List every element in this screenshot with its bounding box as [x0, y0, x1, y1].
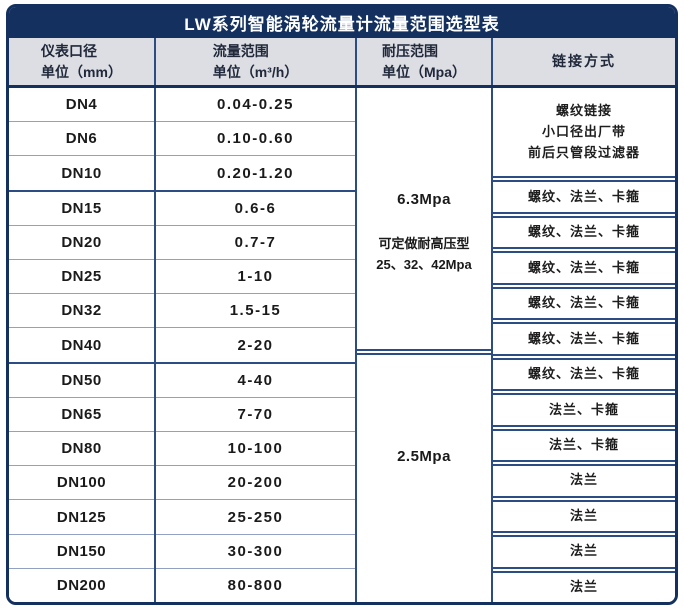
connection-lines: 法兰、卡箍 — [549, 400, 619, 421]
flow-range-cell: 2-20 — [156, 328, 355, 364]
diameter-cell: DN20 — [9, 226, 154, 261]
connection-line: 螺纹、法兰、卡箍 — [527, 259, 640, 275]
flow-range-cell: 7-70 — [156, 398, 355, 433]
diameter-cell: DN100 — [9, 466, 154, 501]
connection-line: 螺纹、法兰、卡箍 — [527, 330, 640, 346]
connection-line: 螺纹链接 — [555, 103, 612, 118]
header-connection: 链接方式 — [493, 38, 675, 85]
column-diameter: DN4 DN6 DN10 DN15 DN20 DN25 DN32 DN40 DN50 DN65 DN… — [9, 88, 156, 602]
flow-range-cell: 10-100 — [156, 432, 355, 467]
diameter-cell: DN50 — [9, 364, 154, 398]
flow-range-cell: 1-10 — [156, 260, 355, 295]
header-line: 流量范围 — [212, 42, 269, 59]
connection-lines: 法兰、卡箍 — [549, 435, 619, 456]
diameter-cell: DN40 — [9, 328, 154, 364]
column-flow-range: 0.04-0.25 0.10-0.60 0.20-1.20 0.6-6 0.7-7 1-1… — [156, 88, 357, 602]
connection-line: 法兰 — [569, 578, 598, 594]
header-line: 单位（m³/h） — [212, 63, 299, 80]
diameter-cell: DN32 — [9, 294, 154, 329]
connection-cell: 螺纹、法兰、卡箍 — [493, 322, 675, 356]
connection-line: 法兰、卡箍 — [548, 401, 619, 417]
connection-cell: 螺纹、法兰、卡箍 — [493, 251, 675, 285]
flow-range-cell: 30-300 — [156, 535, 355, 569]
connection-cell: 法兰 — [493, 499, 675, 534]
table-header-row: 仪表口径单位（mm） 流量范围单位（m³/h） 耐压范围单位（Mpa） 链接方式 — [9, 38, 675, 88]
flow-range-cell: 4-40 — [156, 364, 355, 398]
connection-line: 小口径出厂带 — [541, 123, 626, 139]
diameter-cell: DN150 — [9, 535, 154, 569]
connection-lines: 法兰 — [570, 506, 598, 527]
connection-line: 法兰 — [569, 507, 598, 523]
diameter-cell: DN10 — [9, 156, 154, 192]
header-flow-range: 流量范围单位（m³/h） — [156, 38, 357, 85]
connection-line: 螺纹、法兰、卡箍 — [527, 188, 640, 204]
connection-cell: 法兰 — [493, 570, 675, 602]
flow-range-cell: 0.10-0.60 — [156, 122, 355, 157]
table-body: DN4 DN6 DN10 DN15 DN20 DN25 DN32 DN40 DN50 DN65 DN… — [9, 88, 675, 602]
connection-line: 前后只管段过滤器 — [527, 144, 640, 160]
connection-lines: 螺纹、法兰、卡箍 — [528, 364, 640, 385]
connection-lines: 螺纹、法兰、卡箍 — [528, 187, 640, 208]
diameter-cell: DN25 — [9, 260, 154, 295]
flow-range-cell: 25-250 — [156, 500, 355, 535]
diameter-cell: DN65 — [9, 398, 154, 433]
connection-lines: 法兰 — [570, 577, 598, 598]
connection-cell: 螺纹、法兰、卡箍 — [493, 357, 675, 392]
connection-line: 螺纹、法兰、卡箍 — [527, 366, 640, 382]
header-line: 仪表口径 — [41, 42, 98, 59]
flow-range-cell: 80-800 — [227, 576, 284, 594]
connection-lines: 法兰 — [570, 541, 598, 562]
connection-cell: 法兰 — [493, 535, 675, 569]
connection-cell: 螺纹、法兰、卡箍 — [493, 286, 675, 321]
flow-range-cell: 0.6-6 — [156, 192, 355, 226]
pressure-note-line: 可定做耐高压型 — [378, 236, 470, 252]
pressure-note-line: 25、32、42Mpa — [376, 257, 472, 273]
connection-lines: 螺纹、法兰、卡箍 — [528, 222, 640, 243]
flowmeter-selection-table: LW系列智能涡轮流量计流量范围选型表 仪表口径单位（mm） 流量范围单位（m³/… — [6, 4, 678, 605]
pressure-note: 可定做耐高压型 25、32、42Mpa — [376, 234, 471, 276]
diameter-cell: DN4 — [9, 88, 154, 123]
pressure-value: 2.5Mpa — [397, 448, 451, 466]
pressure-value: 6.3Mpa — [397, 191, 451, 209]
header-pressure-range: 耐压范围单位（Mpa） — [357, 38, 493, 85]
diameter-cell: DN15 — [9, 192, 154, 226]
connection-lines: 法兰 — [570, 470, 598, 491]
header-line: 单位（Mpa） — [382, 63, 466, 80]
column-pressure-range: 6.3Mpa 可定做耐高压型 25、32、42Mpa 2.5Mpa — [357, 88, 493, 602]
table-title: LW系列智能涡轮流量计流量范围选型表 — [9, 7, 675, 38]
diameter-cell: DN6 — [9, 122, 154, 157]
diameter-cell: DN125 — [9, 500, 154, 535]
pressure-box-gap — [357, 351, 491, 354]
diameter-cell: DN80 — [9, 432, 154, 467]
flow-range-cell: 0.20-1.20 — [156, 156, 355, 192]
connection-cell: 螺纹、法兰、卡箍 — [493, 215, 675, 250]
connection-lines: 螺纹、法兰、卡箍 — [528, 293, 640, 314]
connection-cell: 螺纹链接小口径出厂带 前后只管段过滤器 — [493, 88, 675, 179]
header-line: 单位（mm） — [41, 63, 122, 80]
pressure-cell: 2.5Mpa — [357, 353, 491, 602]
flow-range-cell: 0.04-0.25 — [156, 88, 355, 123]
connection-line: 法兰、卡箍 — [548, 437, 619, 453]
connection-cell: 法兰、卡箍 — [493, 393, 675, 427]
header-diameter: 仪表口径单位（mm） — [9, 38, 156, 85]
connection-lines: 螺纹、法兰、卡箍 — [528, 258, 640, 279]
connection-cell: 法兰、卡箍 — [493, 428, 675, 463]
connection-line: 法兰 — [569, 543, 598, 559]
connection-cell: 法兰 — [493, 464, 675, 498]
pressure-cell: 6.3Mpa 可定做耐高压型 25、32、42Mpa — [357, 88, 491, 352]
connection-line: 法兰 — [569, 472, 598, 488]
flow-range-cell: 0.7-7 — [156, 226, 355, 261]
connection-lines: 螺纹、法兰、卡箍 — [528, 329, 640, 350]
flow-range-cell: 1.5-15 — [156, 294, 355, 329]
header-line: 耐压范围 — [382, 42, 438, 59]
connection-line: 螺纹、法兰、卡箍 — [527, 224, 640, 240]
flow-range-cell: 20-200 — [156, 466, 355, 501]
connection-line: 螺纹、法兰、卡箍 — [527, 295, 640, 311]
column-connection: 螺纹链接小口径出厂带 前后只管段过滤器 螺纹、法兰、卡箍 螺纹、法兰、卡箍 螺纹、法兰、… — [493, 88, 675, 602]
connection-cell: 螺纹、法兰、卡箍 — [493, 180, 675, 214]
diameter-cell: DN200 — [56, 576, 107, 594]
connection-lines: 螺纹链接小口径出厂带 前后只管段过滤器 — [528, 101, 640, 163]
header-line: 链接方式 — [552, 53, 616, 69]
